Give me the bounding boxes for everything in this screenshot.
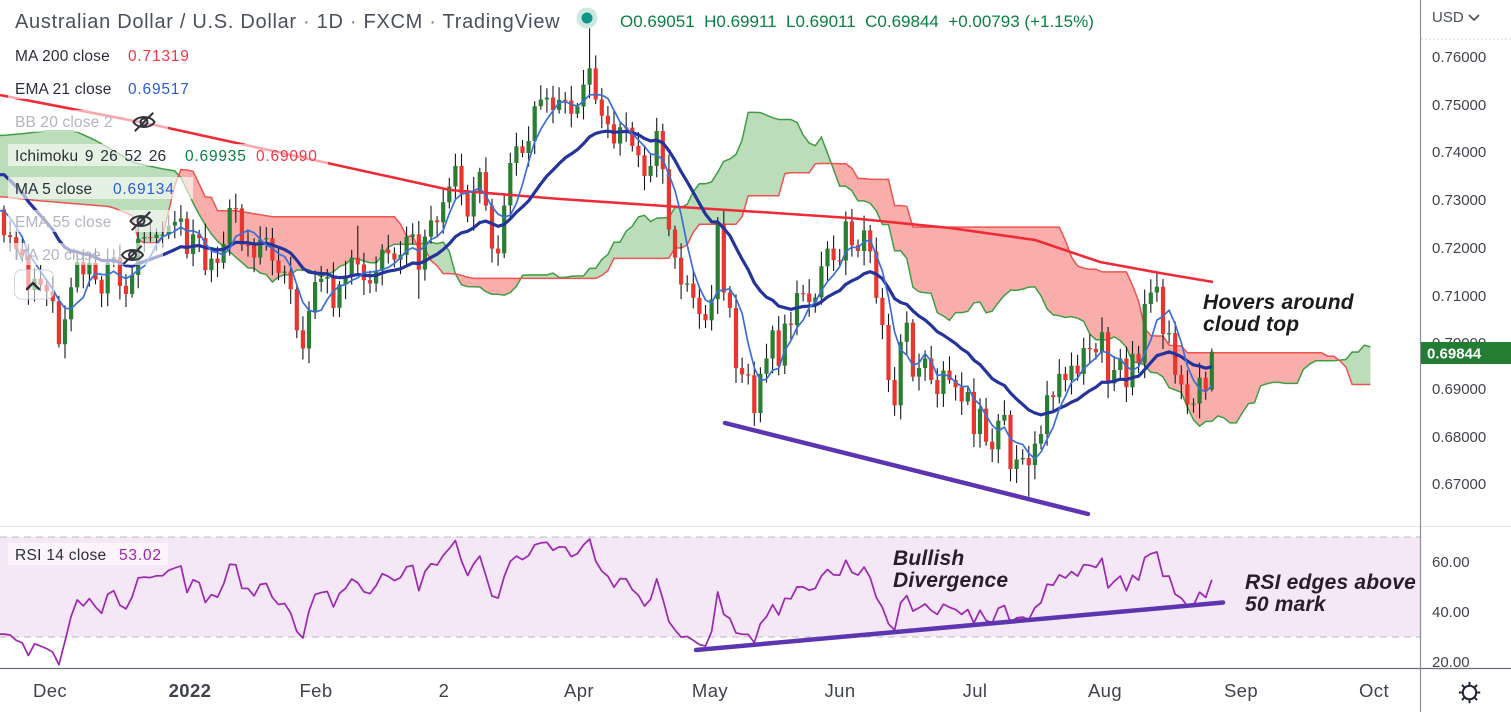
svg-text:0.72000: 0.72000	[1432, 240, 1486, 257]
svg-text:0.75000: 0.75000	[1432, 97, 1486, 114]
svg-text:0.74000: 0.74000	[1432, 144, 1486, 161]
svg-text:0.68000: 0.68000	[1432, 429, 1486, 446]
svg-text:Ichimoku 9 26 52 26: Ichimoku 9 26 52 26	[15, 148, 166, 165]
svg-text:0.67000: 0.67000	[1432, 476, 1486, 493]
svg-text:60.00: 60.00	[1432, 554, 1470, 571]
svg-text:Jun: Jun	[824, 680, 855, 701]
svg-text:EMA 21 close: EMA 21 close	[15, 81, 112, 98]
svg-text:Hovers around: Hovers around	[1203, 291, 1355, 314]
svg-text:MA 20 close: MA 20 close	[15, 247, 101, 264]
svg-text:USD: USD	[1432, 9, 1464, 26]
svg-text:0.71000: 0.71000	[1432, 288, 1486, 305]
svg-text:Australian Dollar / U.S. Dolla: Australian Dollar / U.S. Dollar · 1D · F…	[15, 11, 560, 33]
svg-text:53.02: 53.02	[119, 547, 162, 564]
svg-text:Bullish: Bullish	[893, 547, 964, 570]
svg-text:MA 5 close: MA 5 close	[15, 181, 92, 198]
svg-text:RSI 14 close: RSI 14 close	[15, 547, 106, 564]
svg-text:20.00: 20.00	[1432, 654, 1470, 671]
svg-text:RSI edges above: RSI edges above	[1245, 571, 1416, 594]
svg-text:0.69134: 0.69134	[113, 181, 175, 198]
svg-text:0.69000: 0.69000	[1432, 381, 1486, 398]
svg-text:2022: 2022	[169, 680, 212, 701]
svg-text:Dec: Dec	[33, 680, 67, 701]
svg-text:0.69935: 0.69935	[185, 148, 247, 165]
svg-text:BB 20 close 2: BB 20 close 2	[15, 114, 113, 131]
svg-text:0.73000: 0.73000	[1432, 192, 1486, 209]
svg-text:40.00: 40.00	[1432, 604, 1470, 621]
svg-text:Aug: Aug	[1088, 680, 1122, 701]
svg-text:Sep: Sep	[1224, 680, 1258, 701]
svg-text:Apr: Apr	[564, 680, 594, 701]
svg-text:0.69844: 0.69844	[1427, 346, 1482, 363]
svg-text:Feb: Feb	[299, 680, 332, 701]
svg-text:0.71319: 0.71319	[128, 48, 190, 65]
svg-text:Divergence: Divergence	[893, 569, 1008, 592]
svg-text:Jul: Jul	[963, 680, 988, 701]
svg-text:O0.69051 H0.69911 L0.69011: O0.69051 H0.69911 L0.69011 C0.69844 +0.0…	[620, 12, 1094, 31]
svg-text:May: May	[692, 680, 728, 701]
svg-text:2: 2	[439, 680, 450, 701]
svg-text:MA 200 close: MA 200 close	[15, 48, 110, 65]
svg-text:0.69517: 0.69517	[128, 81, 190, 98]
svg-text:EMA 55 close: EMA 55 close	[15, 214, 112, 231]
svg-text:Oct: Oct	[1359, 680, 1389, 701]
svg-text:50 mark: 50 mark	[1245, 593, 1327, 616]
svg-text:0.76000: 0.76000	[1432, 49, 1486, 66]
svg-text:cloud top: cloud top	[1203, 313, 1299, 336]
svg-text:0.69090: 0.69090	[256, 148, 318, 165]
